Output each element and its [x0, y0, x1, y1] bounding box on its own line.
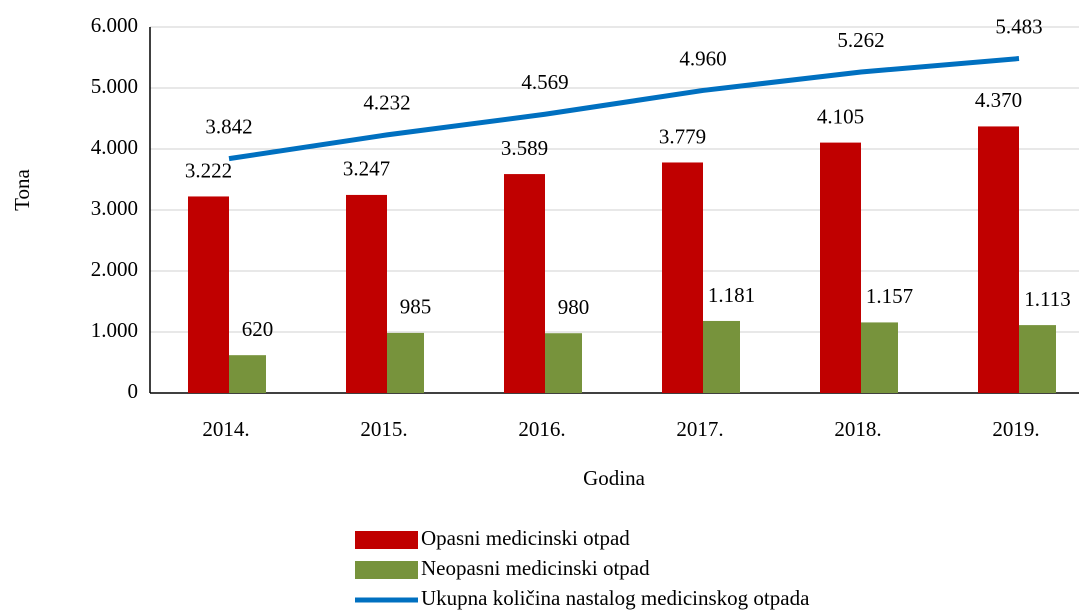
data-label: 1.113	[1024, 287, 1070, 311]
x-tick-label: 2015.	[360, 417, 407, 441]
data-label: 985	[400, 295, 432, 319]
data-label: 4.105	[817, 104, 864, 128]
y-tick-label: 0	[128, 379, 139, 403]
legend-label: Neopasni medicinski otpad	[421, 556, 650, 580]
data-label: 4.232	[363, 91, 410, 115]
bar	[188, 196, 229, 393]
bar	[703, 320, 740, 393]
y-axis-title: Tona	[10, 168, 34, 210]
data-label: 620	[242, 317, 274, 341]
bar	[978, 126, 1019, 394]
y-tick-label: 4.000	[91, 135, 138, 159]
bar	[346, 194, 387, 393]
legend-swatch	[355, 561, 418, 579]
bar	[545, 333, 582, 393]
data-label: 980	[558, 295, 590, 319]
y-tick-label: 6.000	[91, 13, 138, 37]
x-tick-label: 2019.	[992, 417, 1039, 441]
legend-label: Opasni medicinski otpad	[421, 526, 630, 550]
data-label: 1.181	[708, 283, 755, 307]
data-label: 3.589	[501, 136, 548, 160]
data-label: 4.569	[521, 70, 568, 94]
x-tick-label: 2016.	[518, 417, 565, 441]
y-tick-label: 5.000	[91, 74, 138, 98]
line	[228, 56, 1020, 162]
y-tick-label: 1.000	[91, 318, 138, 342]
y-tick-label: 2.000	[91, 257, 138, 281]
x-tick-label: 2014.	[202, 417, 249, 441]
x-axis-title: Godina	[583, 466, 646, 490]
bar	[662, 162, 703, 393]
x-tick-label: 2018.	[834, 417, 881, 441]
data-label: 3.842	[205, 114, 252, 138]
bar	[861, 322, 898, 393]
y-tick-label: 3.000	[91, 196, 138, 220]
legend-label: Ukupna količina nastalog medicinskog otp…	[421, 586, 810, 610]
data-label: 4.960	[679, 46, 726, 70]
data-label: 3.779	[659, 124, 706, 148]
data-label: 4.370	[975, 88, 1022, 112]
data-label: 1.157	[866, 284, 913, 308]
data-label: 3.247	[343, 157, 390, 181]
bar	[387, 332, 424, 393]
data-label: 5.483	[995, 14, 1042, 38]
bar	[504, 174, 545, 393]
bar	[820, 142, 861, 393]
legend-swatch	[355, 531, 418, 549]
x-tick-label: 2017.	[676, 417, 723, 441]
data-label: 3.222	[185, 158, 232, 182]
data-label: 5.262	[837, 28, 884, 52]
bar	[229, 355, 266, 393]
bar	[1019, 325, 1056, 393]
